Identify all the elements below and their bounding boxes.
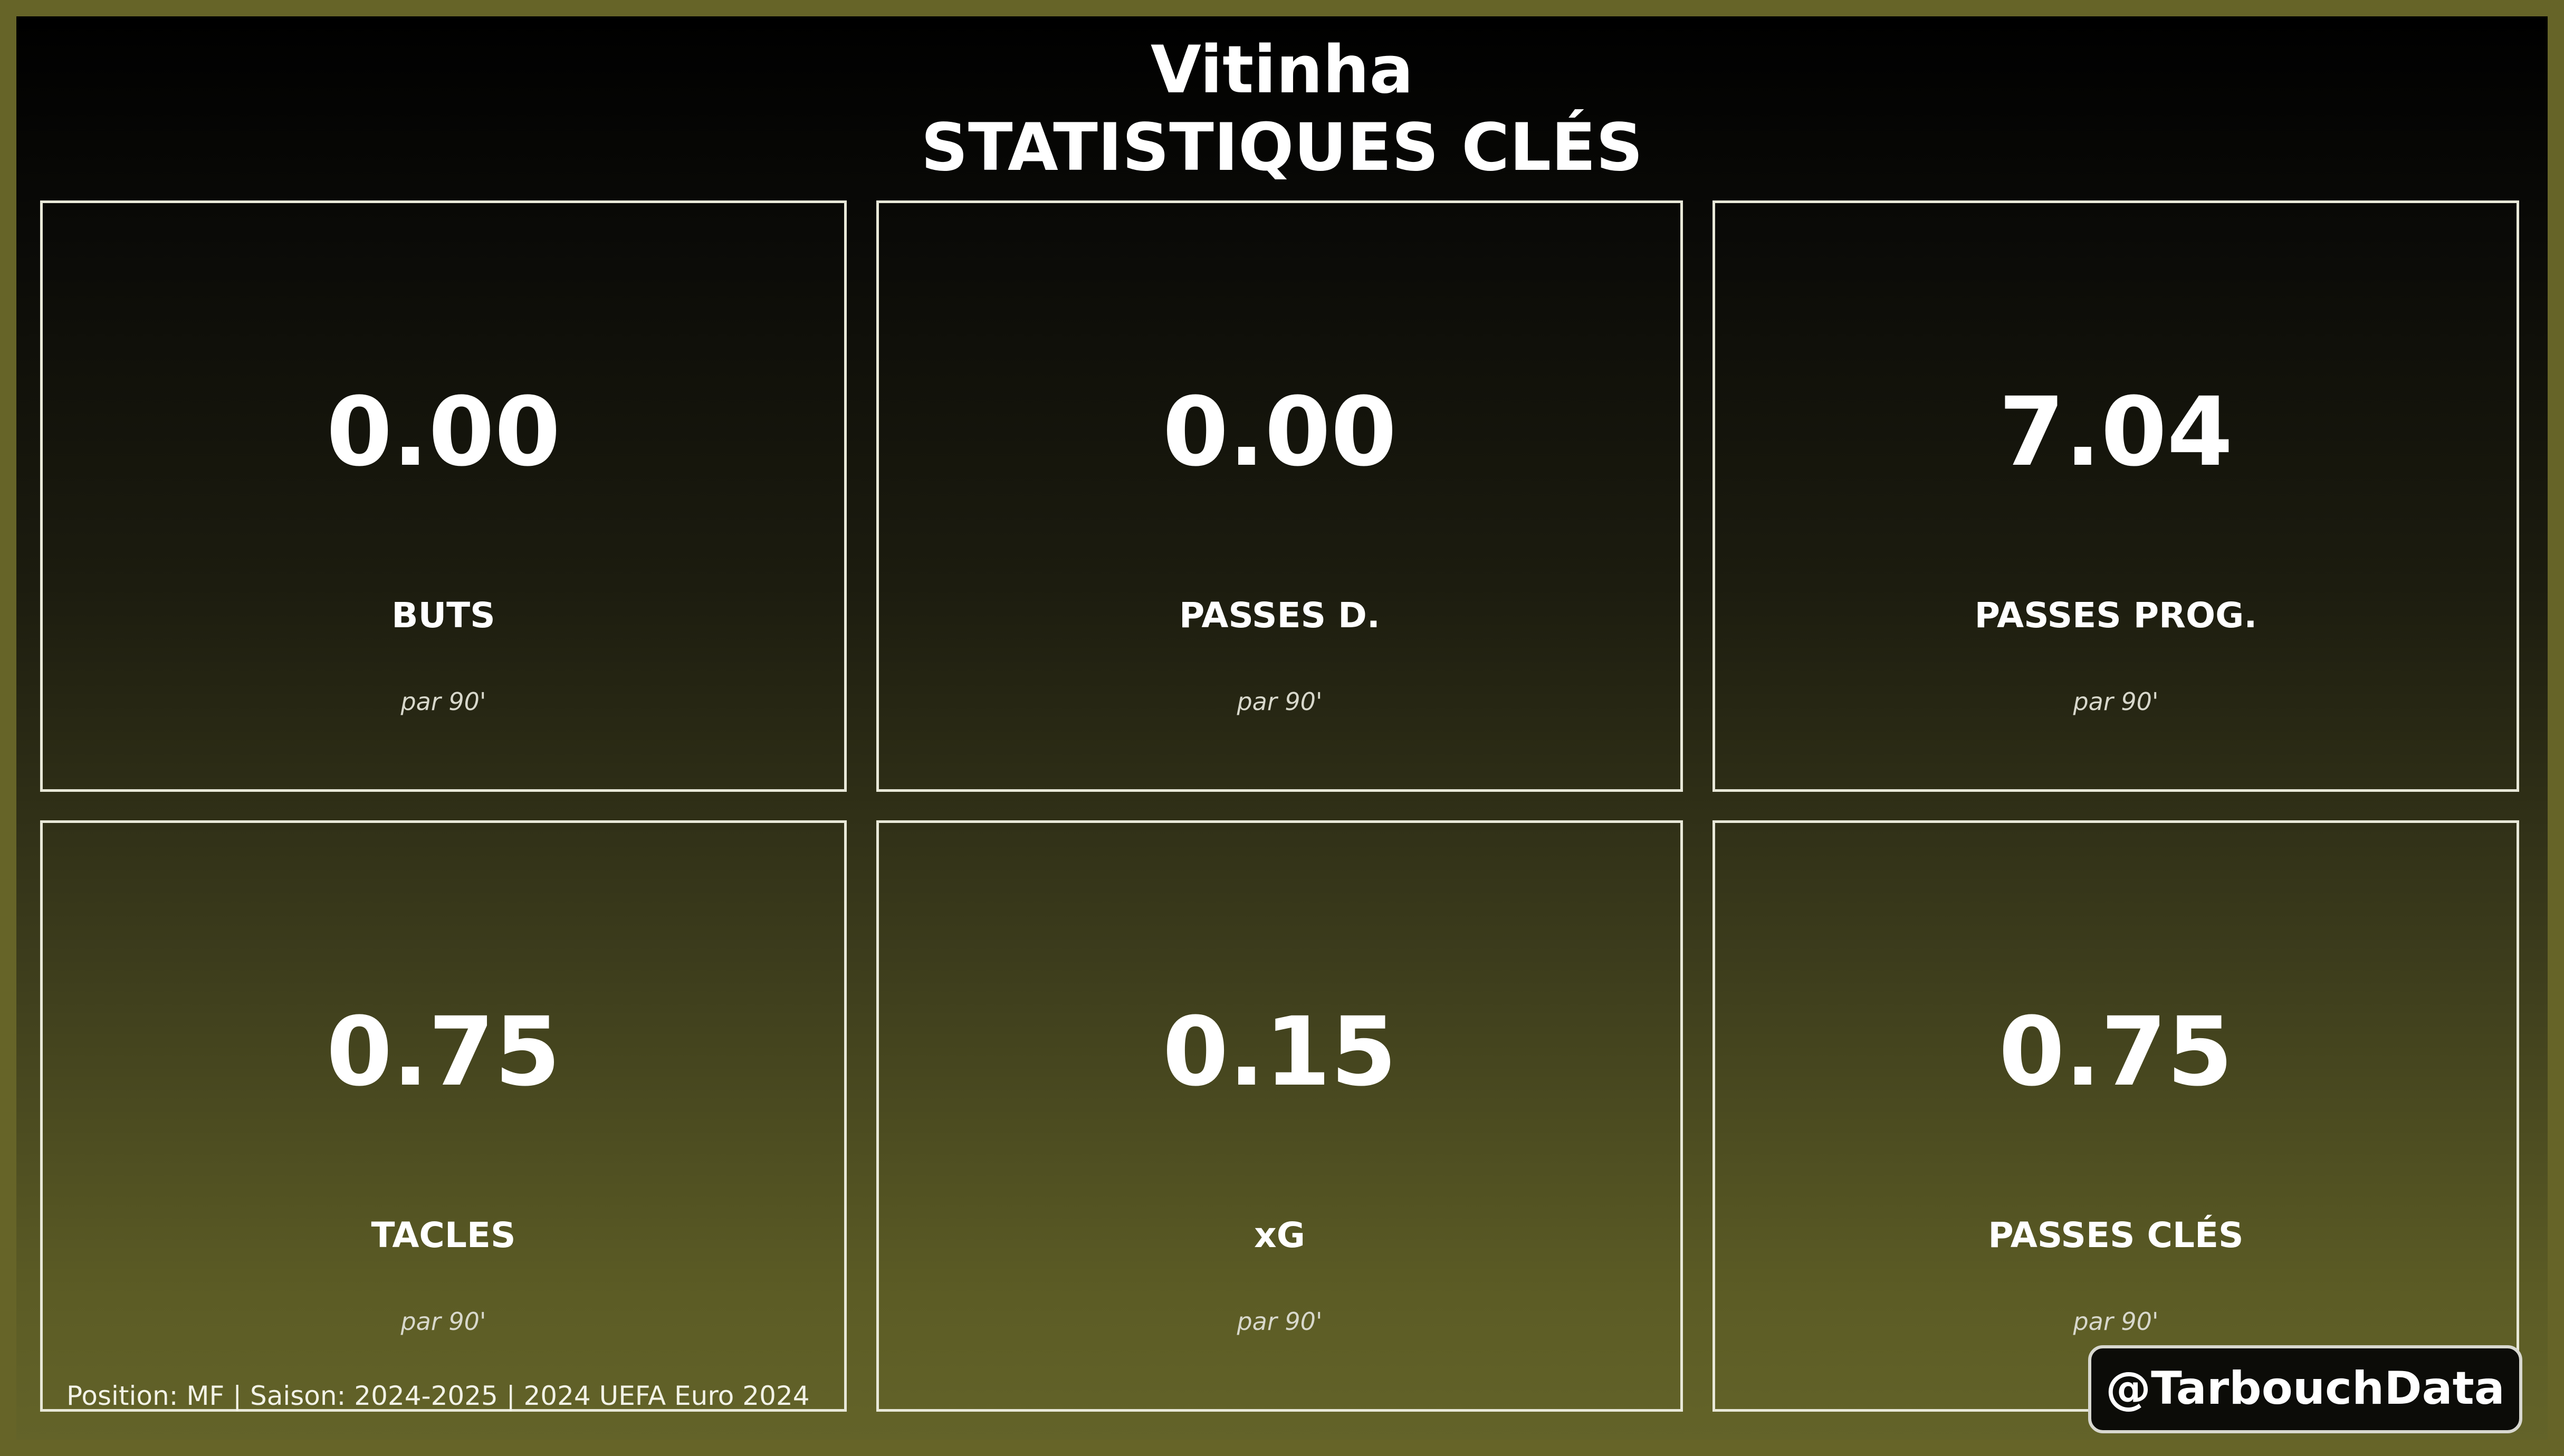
stat-unit: par 90' (2073, 1307, 2159, 1336)
stat-label: TACLES (371, 1215, 516, 1256)
stat-unit: par 90' (1237, 1307, 1323, 1336)
stat-card-goals: 0.00 BUTS par 90' (40, 200, 847, 792)
stat-value: 0.00 (1162, 377, 1397, 487)
stat-unit: par 90' (400, 1307, 486, 1336)
stat-label: PASSES PROG. (1974, 595, 2257, 636)
stat-value: 0.75 (326, 997, 561, 1107)
stat-card-progressive-passes: 7.04 PASSES PROG. par 90' (1712, 200, 2519, 792)
stat-card-xg: 0.15 xG par 90' (876, 820, 1683, 1412)
stat-value: 0.15 (1162, 997, 1397, 1107)
stat-value: 0.75 (1998, 997, 2233, 1107)
stat-value: 0.00 (326, 377, 561, 487)
stat-card-key-passes: 0.75 PASSES CLÉS par 90' (1712, 820, 2519, 1412)
stat-card-assists: 0.00 PASSES D. par 90' (876, 200, 1683, 792)
stat-value: 7.04 (1998, 377, 2233, 487)
stats-panel-background (16, 16, 2548, 1440)
stat-label: xG (1254, 1215, 1305, 1256)
stat-unit: par 90' (400, 687, 486, 716)
stat-label: PASSES CLÉS (1988, 1215, 2244, 1256)
stat-label: BUTS (391, 595, 495, 636)
stat-unit: par 90' (2073, 687, 2159, 716)
stat-card-tackles: 0.75 TACLES par 90' (40, 820, 847, 1412)
stat-label: PASSES D. (1179, 595, 1380, 636)
author-handle-badge: @TarbouchData (2088, 1345, 2522, 1433)
stat-unit: par 90' (1237, 687, 1323, 716)
footer-player-info: Position: MF | Saison: 2024-2025 | 2024 … (66, 1381, 810, 1411)
section-subtitle: STATISTIQUES CLÉS (921, 110, 1643, 186)
player-name-title: Vitinha (1150, 32, 1414, 108)
